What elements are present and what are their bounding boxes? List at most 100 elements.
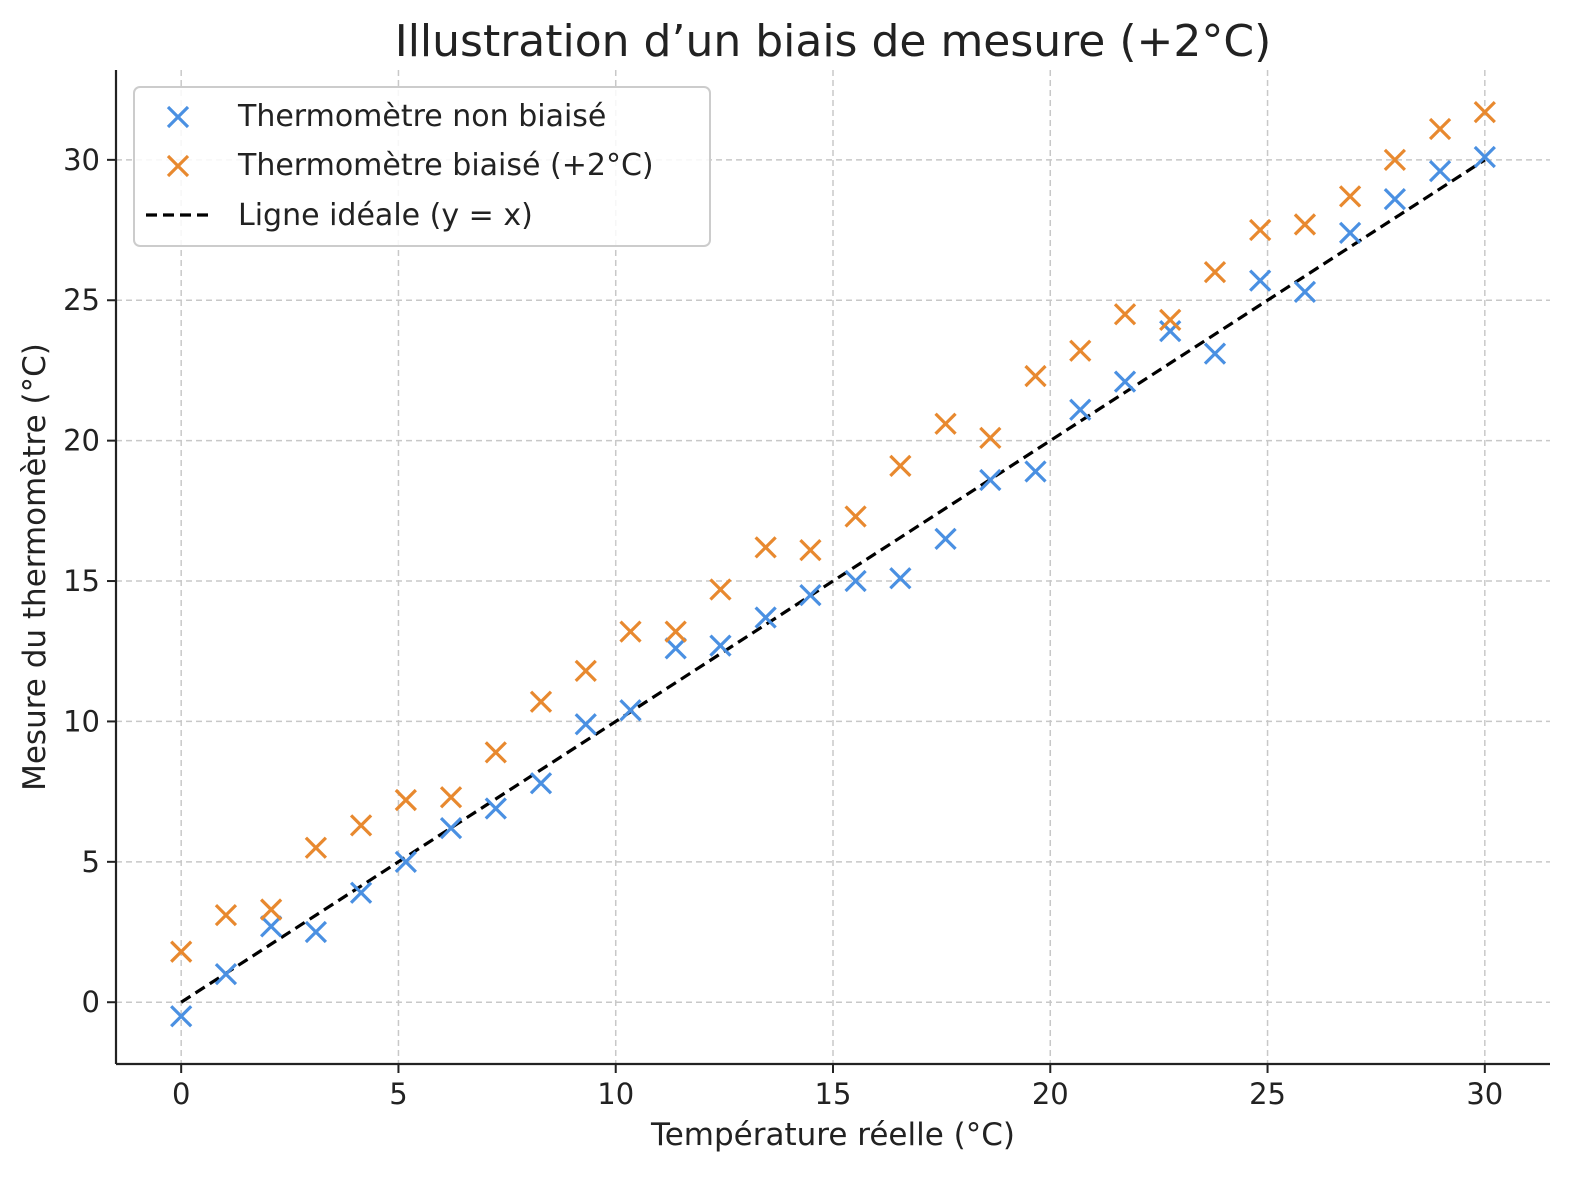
axes: [107, 70, 1550, 1073]
data-points: [170, 100, 1496, 1028]
biased-point: [799, 539, 822, 562]
biased-point: [619, 620, 642, 643]
y-tick-label: 5: [82, 845, 100, 879]
biased-point: [1293, 213, 1317, 236]
x-tick-label: 20: [1032, 1077, 1069, 1111]
y-axis-label: Mesure du thermomètre (°C): [17, 343, 53, 791]
unbiased-point: [1293, 280, 1317, 303]
ideal-line: [180, 158, 1486, 1004]
y-tick-label: 0: [82, 985, 100, 1019]
x-marker-stroke: [799, 583, 822, 607]
biased-point: [754, 536, 777, 559]
x-marker-stroke: [1383, 148, 1406, 171]
x-marker-stroke: [1473, 100, 1496, 124]
unbiased-point: [439, 817, 463, 840]
x-marker-stroke: [260, 915, 283, 938]
unbiased-point: [529, 772, 553, 795]
unbiased-point: [484, 797, 507, 820]
x-marker-stroke: [709, 634, 732, 657]
x-marker-stroke: [664, 620, 687, 643]
biased-point: [1249, 218, 1272, 242]
x-marker-stroke: [1428, 117, 1452, 141]
unbiased-point: [394, 850, 417, 873]
x-marker-stroke: [439, 817, 463, 840]
unbiased-point: [1249, 269, 1272, 292]
x-marker-stroke: [304, 836, 328, 859]
x-marker-stroke: [1473, 145, 1496, 169]
biased-point: [214, 904, 238, 927]
unbiased-point: [934, 527, 957, 551]
x-marker-stroke: [1069, 398, 1092, 421]
x-marker-stroke: [979, 426, 1002, 449]
unbiased-point: [260, 915, 283, 938]
x-axis-label: Température réelle (°C): [650, 1117, 1015, 1153]
unbiased-point: [1069, 398, 1092, 421]
x-marker-stroke: [799, 539, 822, 562]
unbiased-point: [1203, 342, 1227, 365]
x-marker-stroke: [166, 154, 190, 178]
biased-point: [709, 578, 732, 601]
biased-point: [260, 898, 283, 921]
legend-marker-swatch: [166, 154, 190, 178]
legend-frame: [133, 86, 711, 247]
x-marker-stroke: [844, 505, 867, 528]
x-marker-stroke: [1338, 221, 1362, 244]
biased-point: [889, 454, 912, 478]
unbiased-point: [754, 606, 777, 629]
legend: Thermomètre non biaisé Thermomètre biaisé…: [133, 86, 711, 247]
x-marker-stroke: [170, 1005, 193, 1028]
biased-point: [1024, 364, 1047, 388]
legend-label: Thermomètre biaisé (+2°C): [237, 148, 654, 183]
x-tick-label: 25: [1249, 1077, 1286, 1111]
x-marker-stroke: [394, 850, 417, 873]
legend-label: Thermomètre non biaisé: [237, 99, 606, 134]
unbiased-point: [304, 920, 328, 944]
unbiased-point: [844, 569, 867, 593]
y-tick-label: 30: [63, 143, 100, 177]
unbiased-point: [1473, 145, 1496, 169]
x-marker-stroke: [1024, 460, 1047, 483]
x-marker-stroke: [619, 699, 642, 722]
x-marker-stroke: [844, 569, 867, 593]
x-marker-stroke: [529, 772, 553, 795]
x-marker-stroke: [1293, 213, 1317, 236]
unbiased-point: [349, 881, 373, 904]
x-marker-stroke: [574, 713, 597, 736]
legend-marker-swatch: [166, 105, 190, 129]
biased-point: [664, 620, 687, 643]
legend-label: Ligne idéale (y = x): [238, 198, 533, 233]
x-marker-stroke: [484, 797, 507, 820]
x-marker-stroke: [979, 468, 1002, 492]
tick-labels: 0 5 10 15 20 25 30 0 5 10 15 20 25 30: [63, 143, 1503, 1111]
biased-point: [1203, 261, 1227, 284]
x-marker-stroke: [1069, 339, 1092, 362]
x-marker-stroke: [1249, 269, 1272, 292]
unbiased-point: [1383, 188, 1406, 211]
x-marker-stroke: [1383, 188, 1406, 211]
x-marker-stroke: [166, 105, 190, 129]
y-tick-label: 15: [63, 564, 100, 598]
x-marker-stroke: [349, 881, 373, 904]
x-marker-stroke: [1203, 261, 1227, 284]
y-tick-label: 20: [63, 424, 100, 458]
x-marker-stroke: [1024, 364, 1047, 388]
x-marker-stroke: [574, 659, 597, 683]
x-tick-label: 5: [389, 1077, 407, 1111]
biased-point: [1069, 339, 1092, 362]
biased-point: [484, 741, 507, 764]
unbiased-point: [709, 634, 732, 657]
x-marker-stroke: [934, 527, 957, 551]
x-tick-label: 0: [172, 1077, 190, 1111]
y-tick-label: 25: [63, 283, 100, 317]
x-marker-stroke: [709, 578, 732, 601]
unbiased-point: [1113, 370, 1137, 393]
biased-point: [170, 940, 193, 963]
unbiased-point: [170, 1005, 193, 1028]
x-marker-stroke: [214, 904, 238, 927]
x-marker-stroke: [754, 536, 777, 559]
x-marker-stroke: [1113, 370, 1137, 393]
biased-point: [1383, 148, 1406, 171]
y-tick-label: 10: [63, 704, 100, 738]
x-marker-stroke: [1338, 185, 1362, 208]
biased-point: [1428, 117, 1452, 141]
